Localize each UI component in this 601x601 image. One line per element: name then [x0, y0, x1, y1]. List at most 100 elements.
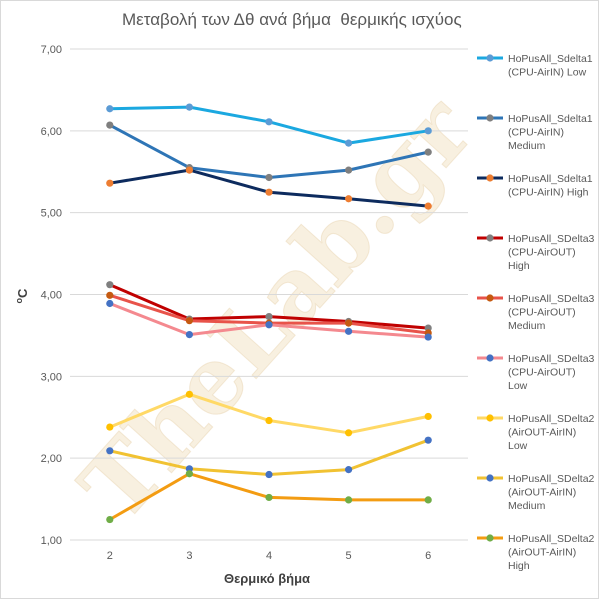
- legend-label: HoPusAll_SDelta3: [508, 353, 595, 365]
- data-point: [265, 321, 273, 329]
- data-point: [345, 327, 353, 335]
- legend-label: HoPusAll_Sdelta1: [508, 173, 593, 185]
- data-point: [345, 466, 353, 474]
- data-point: [265, 118, 273, 126]
- legend-label: (CPU-AirOUT): [508, 367, 576, 379]
- legend-label: HoPusAll_SDelta2: [508, 533, 595, 545]
- legend-label: Low: [508, 380, 528, 392]
- data-point: [185, 330, 193, 339]
- data-point: [106, 515, 114, 524]
- data-point: [106, 105, 114, 113]
- data-point: [424, 202, 432, 210]
- data-point: [106, 291, 114, 299]
- data-point: [424, 148, 432, 156]
- legend-label: HoPusAll_Sdelta1: [508, 53, 593, 65]
- y-axis-title-sup: o: [14, 297, 24, 303]
- legend-entry: HoPusAll_SDelta2 (AirOUT-AirIN)Low: [477, 413, 595, 452]
- legend-label: Medium: [508, 320, 546, 332]
- data-point: [265, 416, 273, 425]
- y-axis-title: oC: [14, 288, 30, 304]
- legend-entry: HoPusAll_SDelta2 (AirOUT-AirIN)High: [477, 533, 595, 572]
- series-3: [106, 166, 432, 210]
- legend-label: (CPU-AirIN) High: [508, 187, 589, 199]
- legend-label: HoPusAll_SDelta3: [508, 233, 595, 245]
- data-point: [345, 496, 353, 504]
- legend-label: HoPusAll_Sdelta1: [508, 113, 593, 125]
- x-axis-title: Θερμικό βήμα: [224, 571, 310, 586]
- legend-swatch-marker: [486, 534, 494, 542]
- legend-swatch-marker: [486, 174, 494, 182]
- legend-label: (AirOUT-AirIN): [508, 487, 576, 499]
- legend-label: Medium: [508, 500, 546, 512]
- legend-entry: HoPusAll_Sdelta1 (CPU-AirIN)Medium: [477, 113, 593, 152]
- y-tick-label: 7,00: [41, 44, 62, 56]
- legend-label: High: [508, 260, 530, 272]
- y-axis-title-main: C: [15, 288, 30, 298]
- legend-label: (CPU-AirOUT): [508, 247, 576, 259]
- legend-label: HoPusAll_SDelta2: [508, 413, 595, 425]
- legend-label: Medium: [508, 140, 546, 152]
- legend-swatch-marker: [486, 54, 494, 62]
- legend-entry: HoPusAll_SDelta3 (CPU-AirOUT)Medium: [477, 293, 595, 332]
- data-point: [345, 429, 353, 437]
- legend-swatch-marker: [486, 114, 494, 122]
- y-tick-label: 2,00: [41, 453, 62, 465]
- data-point: [265, 493, 273, 502]
- y-tick-label: 1,00: [41, 535, 62, 547]
- data-point: [424, 127, 432, 135]
- svg-text:oC: oC: [14, 288, 30, 304]
- series-lines: [106, 103, 432, 524]
- data-point: [424, 436, 432, 444]
- data-point: [106, 281, 114, 289]
- legend: HoPusAll_Sdelta1(CPU-AirIN) LowHoPusAll_…: [477, 53, 595, 572]
- data-point: [185, 317, 193, 325]
- x-tick-label: 4: [266, 550, 272, 562]
- series-1: [106, 103, 432, 147]
- y-tick-label: 5,00: [41, 208, 62, 220]
- data-point: [106, 447, 114, 455]
- series-7: [106, 390, 432, 437]
- y-axis-ticks: 1,00 2,00 3,00 4,00 5,00 6,00 7,00: [41, 44, 62, 547]
- legend-swatch-marker: [486, 354, 494, 362]
- legend-swatch-marker: [486, 474, 494, 482]
- legend-swatch-marker: [486, 234, 494, 242]
- data-point: [265, 173, 273, 182]
- y-tick-label: 6,00: [41, 126, 62, 138]
- legend-entry: HoPusAll_SDelta2 (AirOUT-AirIN)Medium: [477, 473, 595, 512]
- legend-entry: HoPusAll_Sdelta1 (CPU-AirIN) Low: [477, 53, 593, 79]
- data-point: [106, 423, 114, 431]
- data-point: [106, 121, 114, 129]
- data-point: [185, 470, 193, 478]
- data-point: [185, 166, 193, 174]
- y-tick-label: 3,00: [41, 371, 62, 383]
- legend-label: (AirOUT-AirIN): [508, 547, 576, 559]
- data-point: [265, 312, 273, 321]
- data-point: [185, 390, 193, 398]
- data-point: [424, 333, 432, 341]
- legend-entry: HoPusAll_SDelta3 (CPU-AirOUT)High: [477, 233, 595, 272]
- legend-label: (CPU-AirOUT): [508, 307, 576, 319]
- data-point: [265, 470, 273, 479]
- data-point: [106, 179, 114, 187]
- legend-label: (CPU-AirIN): [508, 127, 564, 139]
- series-9: [106, 470, 432, 524]
- x-tick-label: 5: [346, 550, 352, 562]
- data-point: [424, 412, 432, 421]
- data-point: [106, 299, 114, 308]
- legend-swatch-marker: [486, 294, 494, 302]
- data-point: [185, 103, 193, 111]
- x-tick-label: 2: [107, 550, 113, 562]
- data-point: [345, 195, 353, 203]
- legend-entry: HoPusAll_SDelta3 (CPU-AirOUT)Low: [477, 353, 595, 392]
- x-tick-label: 6: [425, 550, 431, 562]
- legend-label: Low: [508, 440, 528, 452]
- y-tick-label: 4,00: [41, 290, 62, 302]
- legend-entry: HoPusAll_Sdelta1 (CPU-AirIN) High: [477, 173, 593, 199]
- legend-swatch-marker: [486, 414, 494, 422]
- x-tick-label: 3: [186, 550, 192, 562]
- legend-label: (CPU-AirIN) Low: [508, 67, 587, 79]
- data-point: [265, 188, 273, 196]
- series-6: [106, 299, 432, 341]
